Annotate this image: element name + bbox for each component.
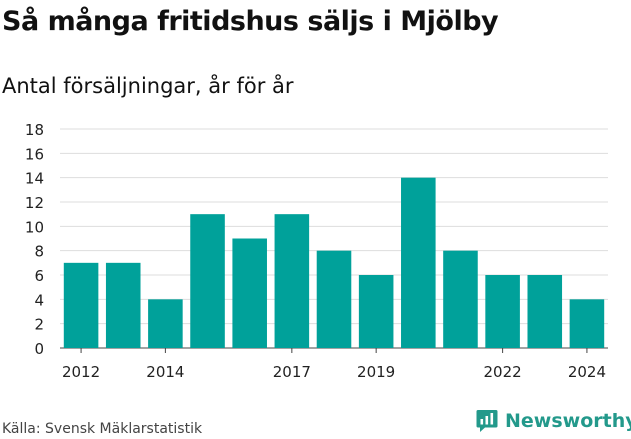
y-tick-label: 0 [34,340,44,358]
x-tick-label: 2012 [62,363,100,381]
x-tick-label: 2024 [568,363,606,381]
bar [63,262,99,348]
chart-title: Så många fritidshus säljs i Mjölby [2,6,499,37]
y-tick-label: 6 [34,267,44,285]
bar [401,177,436,348]
x-tick-label: 2014 [146,363,184,381]
source-note: Källa: Svensk Mäklarstatistik [2,421,203,437]
bar [527,275,563,348]
y-tick-label: 12 [25,194,44,212]
bar [190,214,225,348]
bar [274,214,310,348]
chart-subtitle: Antal försäljningar, år för år [2,74,294,98]
bar [232,238,267,348]
bar [443,250,478,348]
y-tick-label: 10 [25,218,44,236]
x-tick-label: 2017 [273,363,311,381]
y-tick-label: 16 [25,145,44,163]
bar [316,250,352,348]
x-tick-label: 2022 [484,363,522,381]
bar-chart: 0 2 4 6 8 10 12 14 16 18 2012 2014 2017 2019 2022 2024 [25,121,608,381]
y-tick-label: 18 [25,121,44,139]
y-tick-label: 14 [25,170,44,188]
bar [105,262,141,348]
bar [358,275,394,348]
y-tick-label: 2 [34,316,44,334]
y-tick-label: 8 [34,243,44,261]
newsworthy-logo-icon [476,410,498,432]
brand-name: Newsworthy [505,410,631,432]
bar [485,275,520,348]
y-tick-label: 4 [34,291,44,309]
x-tick-label: 2019 [357,363,395,381]
brand-logo: Newsworthy [476,409,631,433]
bar [148,299,183,348]
bar [569,299,605,348]
